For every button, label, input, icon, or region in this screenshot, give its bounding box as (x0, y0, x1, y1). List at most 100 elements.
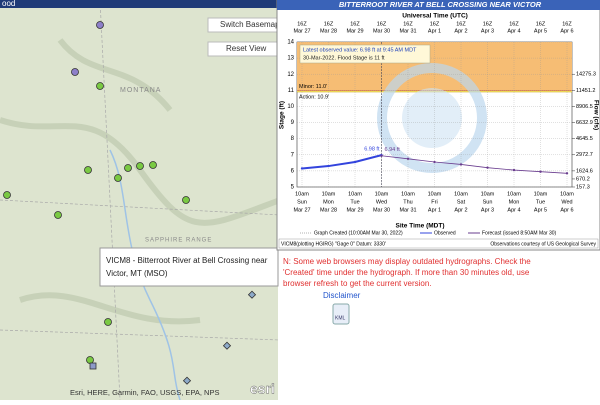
series-point (565, 172, 569, 175)
x-tick-label: Sun (483, 199, 493, 205)
y2-tick-label: 4645.5 (576, 136, 593, 142)
notice: browser refresh to get the current versi… (283, 279, 432, 288)
y2-tick-label: 8906.5 (576, 104, 593, 110)
top-tick-label: Apr 5 (534, 28, 547, 34)
disclaimer-link[interactable]: Disclaimer (323, 291, 361, 300)
x-tick-label: 10am (507, 191, 521, 197)
top-tick-label: Apr 6 (560, 28, 573, 34)
top-tick-label: Mar 29 (346, 28, 363, 34)
footer (278, 238, 599, 249)
gauge[interactable] (149, 161, 157, 169)
footer-right: Observations courtesy of US Geological S… (490, 241, 596, 247)
series-point (327, 164, 330, 168)
x-tick-label: 10am (401, 191, 415, 197)
y-tick-label: 6 (291, 168, 295, 174)
legend-label: Observed (434, 230, 456, 236)
gauge[interactable] (136, 162, 144, 170)
y2-tick-label: 1624.6 (576, 168, 593, 174)
top-tick-label: 16Z (403, 21, 413, 27)
top-tick-label: 16Z (297, 21, 307, 27)
top-tick-label: 16Z (350, 21, 360, 27)
gauge[interactable] (96, 82, 104, 90)
x-tick-label: Apr 1 (428, 207, 441, 213)
top-tick-label: 16Z (324, 21, 334, 27)
gauge[interactable] (89, 362, 97, 370)
x-tick-label: Mar 28 (320, 207, 337, 213)
series-point (353, 160, 357, 164)
button-label: Switch Basemap (220, 20, 280, 29)
y-tick-label: 7 (291, 152, 295, 158)
chart-title: BITTERROOT RIVER AT BELL CROSSING NEAR V… (339, 0, 542, 9)
y-tick-label: 11 (288, 88, 295, 94)
top-tick-label: Mar 30 (373, 28, 390, 34)
x-tick-label: Mar 31 (399, 207, 416, 213)
kml-icon[interactable] (332, 303, 350, 325)
x-tick-label: Mon (509, 199, 520, 205)
title-bar (277, 0, 600, 10)
header (0, 0, 278, 8)
gauge[interactable] (124, 164, 132, 172)
annotation: Latest observed value: 6.98 ft at 9:45 A… (303, 47, 417, 53)
x-axis-label: Site Time (MDT) (396, 223, 445, 230)
top-tick-label: Mar 28 (320, 28, 337, 34)
series-point (406, 157, 410, 161)
gauge[interactable] (71, 68, 79, 76)
x-tick-label: Apr 4 (507, 207, 520, 213)
y2-tick-label: 14275.3 (576, 72, 596, 78)
y2-tick-label: 2972.7 (576, 152, 593, 158)
legend-created: Graph Created (10:00AM Mar 30, 2022) (314, 230, 403, 236)
top-tick-label: Apr 1 (428, 28, 441, 34)
tooltip-text: VICM8 - Bitterroot River at Bell Crossin… (106, 256, 268, 265)
tooltip-text: Victor, MT (MSO) (106, 269, 168, 278)
top-tick-label: Apr 4 (507, 28, 520, 34)
gauge[interactable] (84, 166, 92, 174)
y-tick-label: 5 (291, 185, 295, 191)
notice: 'Created' time under the hydrograph. If … (283, 268, 530, 277)
x-tick-label: 10am (428, 191, 442, 197)
top-axis-label: Universal Time (UTC) (402, 13, 468, 20)
top-tick-label: 16Z (509, 21, 519, 27)
panel (278, 250, 600, 400)
x-tick-label: Tue (350, 199, 359, 205)
attribution: Esri, HERE, Garmin, FAO, USGS, EPA, NPS (70, 388, 219, 397)
y2-tick-label: 11451.2 (576, 88, 595, 94)
series-point (300, 167, 304, 170)
y2-tick-label: 157.3 (576, 184, 590, 190)
x-tick-label: 10am (295, 191, 309, 197)
x-tick-label: Apr 6 (560, 207, 573, 213)
value-label: 6.98 ft (364, 147, 380, 153)
annotation: 30-Mar-2022. Flood Stage is 11 ft (303, 55, 385, 61)
annotation-box (299, 44, 431, 64)
y-tick-label: 10 (287, 104, 294, 110)
gauge[interactable] (86, 356, 94, 364)
flood-label: Minor: 11.0' (299, 84, 327, 90)
esri-logo: esri (250, 381, 275, 397)
gauge[interactable] (222, 341, 232, 350)
gauges (3, 21, 259, 385)
river (109, 149, 181, 401)
y-tick-label: 14 (287, 40, 294, 46)
y2-tick-label: 6632.9 (576, 120, 593, 126)
x-tick-label: Mon (323, 199, 334, 205)
gauge[interactable] (3, 191, 11, 199)
gauge[interactable] (104, 318, 112, 326)
notice: N: Some web browsers may display outdate… (283, 257, 531, 266)
gauge[interactable] (182, 196, 190, 204)
map-label: SAPPHIRE RANGE (145, 238, 212, 244)
gauge[interactable] (114, 174, 122, 182)
top-tick-label: Apr 3 (481, 28, 494, 34)
map-label: MONTANA (120, 87, 161, 94)
top-tick-label: Mar 31 (399, 28, 416, 34)
gauge[interactable] (247, 290, 257, 299)
x-tick-label: Mar 27 (293, 207, 310, 213)
tooltip (99, 247, 279, 287)
gauge[interactable] (54, 211, 62, 219)
y2-axis-label: Flow (cfs) (592, 100, 599, 130)
x-tick-label: Wed (376, 199, 387, 205)
gauge[interactable] (182, 376, 192, 385)
x-tick-label: 10am (322, 191, 336, 197)
x-tick-label: Sat (457, 199, 466, 205)
series-point (512, 168, 516, 172)
gauge[interactable] (96, 21, 104, 29)
top-tick-label: Apr 2 (454, 28, 467, 34)
